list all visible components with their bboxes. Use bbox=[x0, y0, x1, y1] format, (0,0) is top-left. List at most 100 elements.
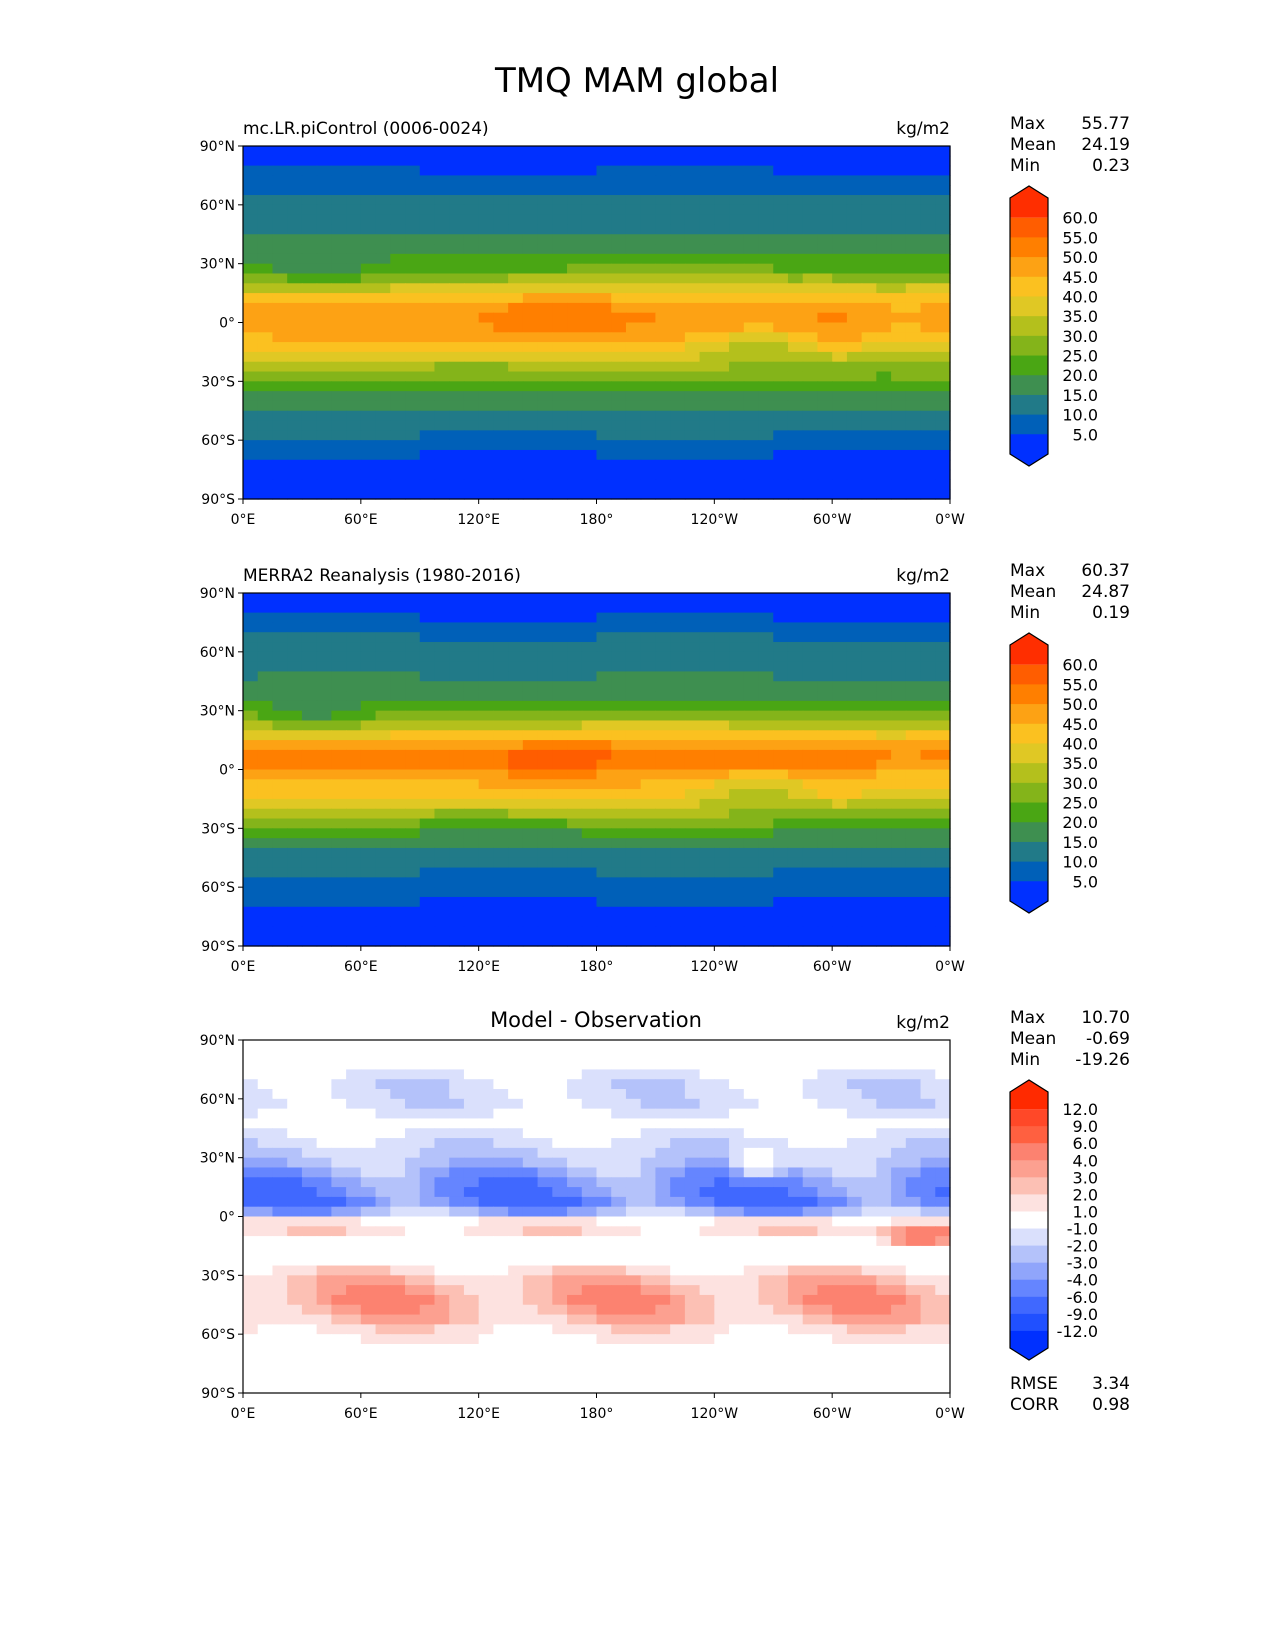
field-cell bbox=[920, 1236, 936, 1247]
field-cell bbox=[360, 877, 377, 888]
field-cell bbox=[405, 691, 421, 702]
field-cell bbox=[493, 1079, 509, 1090]
field-cell bbox=[434, 1255, 450, 1267]
field-cell bbox=[243, 1226, 259, 1237]
field-cell bbox=[655, 828, 671, 839]
field-cell bbox=[905, 469, 922, 480]
field-cell bbox=[876, 253, 892, 265]
field-cell bbox=[640, 828, 657, 839]
field-cell bbox=[876, 479, 892, 490]
field-cell bbox=[434, 671, 450, 682]
field-cell bbox=[876, 1285, 892, 1296]
field-cell bbox=[787, 1079, 804, 1090]
field-cell bbox=[581, 838, 598, 849]
field-cell bbox=[773, 234, 789, 245]
field-cell bbox=[905, 449, 922, 461]
field-cell bbox=[625, 391, 642, 402]
field-cell bbox=[508, 720, 524, 731]
field-cell bbox=[861, 828, 877, 839]
field-cell bbox=[684, 926, 701, 937]
field-cell bbox=[272, 730, 288, 741]
field-cell bbox=[243, 312, 259, 324]
field-cell bbox=[434, 896, 450, 908]
field-cell bbox=[891, 877, 907, 888]
field-cell bbox=[508, 1157, 524, 1169]
field-cell bbox=[817, 887, 833, 898]
field-cell bbox=[802, 1265, 819, 1276]
field-cell bbox=[684, 622, 701, 633]
field-cell bbox=[743, 1040, 760, 1051]
field-cell bbox=[640, 1216, 657, 1227]
field-cell bbox=[699, 769, 715, 780]
field-cell bbox=[802, 1245, 819, 1257]
field-cell bbox=[463, 681, 480, 692]
field-cell bbox=[935, 710, 951, 722]
field-cell bbox=[301, 720, 318, 731]
field-cell bbox=[935, 808, 951, 820]
field-cell bbox=[272, 1079, 288, 1090]
field-cell bbox=[419, 1040, 436, 1051]
field-cell bbox=[316, 818, 332, 829]
field-cell bbox=[478, 430, 494, 441]
x-tick-label: 60°E bbox=[344, 512, 378, 528]
field-cell bbox=[434, 1059, 450, 1071]
field-cell bbox=[346, 400, 362, 412]
field-cell bbox=[817, 1157, 833, 1169]
field-cell bbox=[773, 302, 789, 314]
field-cell bbox=[714, 602, 730, 614]
field-cell bbox=[257, 165, 274, 177]
field-cell bbox=[405, 681, 421, 692]
field-cell bbox=[787, 1177, 804, 1188]
field-cell bbox=[522, 602, 539, 614]
field-cell bbox=[625, 1167, 642, 1178]
field-cell bbox=[920, 808, 936, 820]
field-cell bbox=[787, 361, 804, 373]
field-cell bbox=[243, 789, 259, 800]
field-cell bbox=[272, 410, 288, 422]
field-cell bbox=[478, 253, 494, 265]
field-cell bbox=[640, 1275, 657, 1286]
field-cell bbox=[508, 1177, 524, 1188]
field-cell bbox=[478, 691, 494, 702]
field-cell bbox=[846, 400, 863, 412]
field-cell bbox=[257, 896, 274, 908]
field-cell bbox=[802, 361, 819, 373]
field-cell bbox=[655, 691, 671, 702]
field-cell bbox=[390, 410, 406, 422]
field-cell bbox=[390, 391, 406, 402]
field-cell bbox=[905, 1138, 922, 1149]
field-cell bbox=[817, 867, 833, 878]
field-cell bbox=[891, 808, 907, 820]
field-cell bbox=[243, 622, 259, 633]
field-cell bbox=[301, 234, 318, 245]
field-cell bbox=[832, 700, 848, 712]
field-cell bbox=[478, 1196, 494, 1208]
field-cell bbox=[463, 1040, 480, 1051]
field-cell bbox=[331, 234, 347, 245]
field-cell bbox=[552, 185, 568, 196]
field-cell bbox=[449, 351, 465, 363]
field-cell bbox=[463, 234, 480, 245]
field-cell bbox=[714, 593, 730, 604]
field-cell bbox=[567, 391, 583, 402]
field-cell bbox=[301, 926, 318, 937]
field-cell bbox=[891, 332, 907, 343]
field-cell bbox=[714, 818, 730, 829]
field-cell bbox=[876, 1049, 892, 1061]
field-cell bbox=[243, 146, 259, 157]
field-cell bbox=[463, 381, 480, 392]
field-cell bbox=[905, 681, 922, 692]
field-cell bbox=[434, 1236, 450, 1247]
field-cell bbox=[905, 1304, 922, 1316]
field-cell bbox=[920, 671, 936, 682]
field-cell bbox=[699, 253, 715, 265]
field-cell bbox=[905, 371, 922, 382]
field-cell bbox=[714, 1245, 730, 1257]
field-cell bbox=[346, 273, 362, 284]
field-cell bbox=[360, 740, 377, 751]
field-cell bbox=[758, 642, 774, 653]
field-cell bbox=[522, 1059, 539, 1071]
field-cell bbox=[243, 1314, 259, 1325]
field-cell bbox=[552, 1226, 568, 1237]
field-cell bbox=[581, 1206, 598, 1218]
